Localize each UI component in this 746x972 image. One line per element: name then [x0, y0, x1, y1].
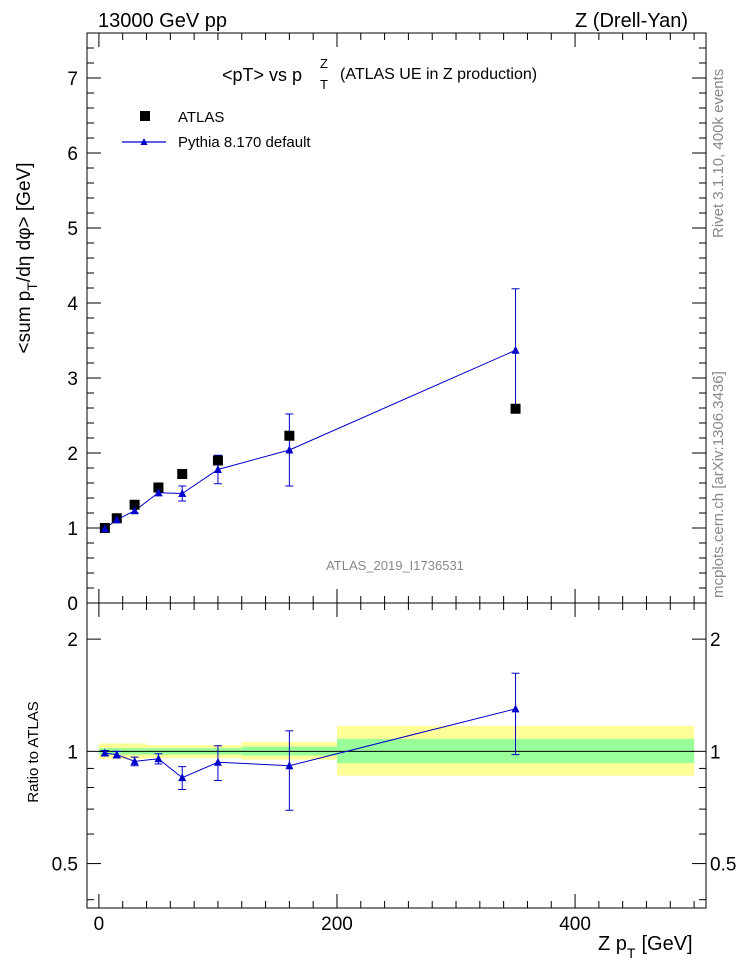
legend: ATLAS Pythia 8.170 default — [122, 109, 311, 151]
ratio-y-tick-label-left: 2 — [67, 630, 78, 651]
main-y-tick-label: 7 — [67, 69, 78, 90]
ratio-data-point — [213, 757, 222, 766]
atlas-data-point — [284, 430, 295, 441]
main-y-tick-label: 1 — [67, 519, 78, 540]
pythia-series-line — [104, 349, 516, 530]
rivet-label: Rivet 3.1.10, 400k events — [710, 69, 727, 238]
pythia-data-point — [285, 445, 294, 454]
ratio-y-tick-label-right: 1 — [710, 742, 721, 763]
main-title-suffix: (ATLAS UE in Z production) — [340, 66, 537, 83]
main-title-sup: Z — [320, 56, 328, 71]
main-y-tick-label: 6 — [67, 144, 78, 165]
pythia-data-point — [154, 488, 163, 497]
ratio-data-point — [154, 754, 163, 763]
ylabel-post: /dη dφ> [GeV] — [14, 163, 35, 283]
ylabel-pre: <sum p — [14, 291, 35, 354]
main-y-tick-label: 5 — [67, 219, 78, 240]
header-left: 13000 GeV pp — [98, 10, 227, 32]
main-y-tick-label: 2 — [67, 444, 78, 465]
atlas-data-point — [212, 455, 223, 466]
ratio-data-point — [100, 748, 109, 757]
x-axis-label: Z pT [GeV] — [598, 933, 693, 961]
ratio-y-tick-label-left: 1 — [67, 742, 78, 763]
legend-atlas-marker — [140, 111, 150, 121]
ratio-data-point — [178, 773, 187, 782]
main-y-tick-label: 3 — [67, 369, 78, 390]
main-title-sub: T — [320, 77, 328, 92]
xlabel-post: [GeV] — [641, 933, 692, 955]
header-right: Z (Drell-Yan) — [575, 10, 688, 32]
ratio-plot-frame — [86, 602, 707, 909]
pythia-data-point — [511, 345, 520, 354]
ratio-y-tick-label-right: 0.5 — [710, 855, 736, 876]
ratio-y-tick-label-left: 0.5 — [52, 855, 78, 876]
atlas-data-point — [510, 403, 521, 414]
ylabel-sub: T — [24, 282, 40, 291]
x-tick-label: 200 — [321, 914, 353, 935]
mcplots-label: mcplots.cern.ch [arXiv:1306.3436] — [710, 371, 727, 598]
analysis-tag: ATLAS_2019_I1736531 — [326, 558, 464, 573]
pythia-data-point — [178, 489, 187, 497]
ratio-data-point — [112, 750, 121, 759]
ratio-data-point — [130, 756, 139, 765]
pythia-data-point — [112, 515, 121, 524]
main-title-prefix: <pT> vs p — [222, 65, 302, 85]
ratio-y-tick-label-right: 2 — [710, 630, 721, 651]
ratio-data-point — [511, 704, 520, 713]
legend-pythia-label: Pythia 8.170 default — [178, 134, 311, 151]
ratio-y-axis-label: Ratio to ATLAS — [25, 701, 42, 802]
x-tick-label: 0 — [94, 914, 105, 935]
legend-pythia-marker — [140, 138, 148, 145]
atlas-data-point — [177, 469, 188, 479]
main-title: <pT> vs p Z T (ATLAS UE in Z production) — [222, 56, 537, 92]
ratio-data-point — [285, 761, 294, 770]
main-y-tick-label: 4 — [67, 294, 78, 315]
pythia-data-point — [130, 506, 139, 515]
atlas-data-point — [153, 482, 164, 493]
xlabel-pre: Z p — [598, 933, 627, 955]
pythia-data-point — [213, 465, 222, 473]
svg-text:<sum pT/dη dφ> [GeV]: <sum pT/dη dφ> [GeV] — [14, 163, 40, 354]
ratio-series-line — [104, 708, 516, 779]
pythia-data-point — [100, 524, 109, 533]
xlabel-sub: T — [627, 945, 636, 961]
svg-text:Z pT[GeV]: Z pT [GeV] — [598, 933, 693, 961]
legend-atlas-label: ATLAS — [178, 109, 224, 126]
main-y-tick-label: 0 — [67, 594, 78, 615]
x-tick-label: 400 — [559, 914, 591, 935]
main-y-axis-label: <sum pT/dη dφ> [GeV] — [14, 163, 40, 354]
atlas-data-point — [129, 499, 140, 510]
